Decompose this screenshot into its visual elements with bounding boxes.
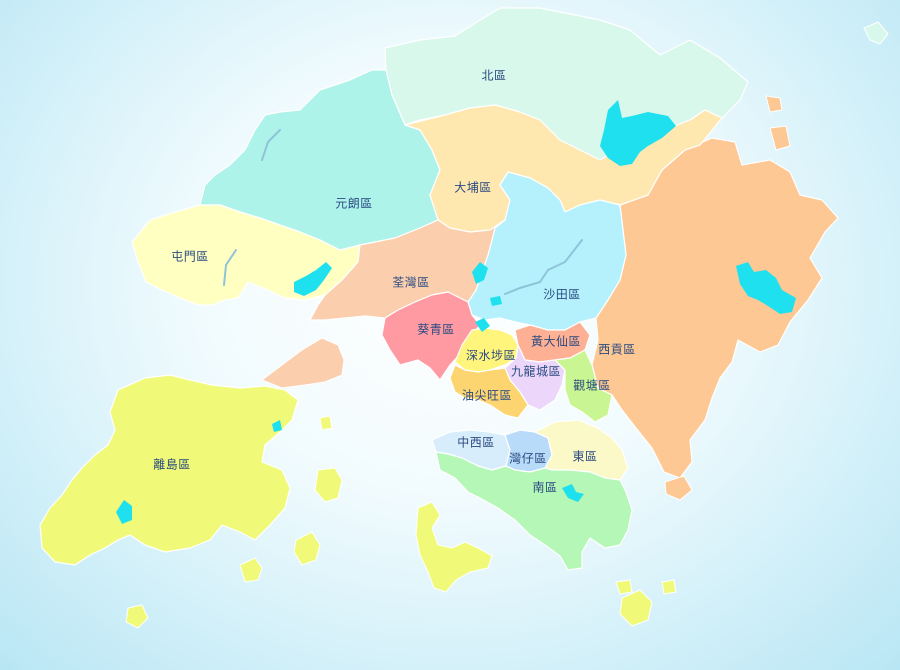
islet (863, 21, 889, 45)
islet (661, 579, 677, 595)
reservoir-shing-mun (472, 262, 488, 284)
district-yau-tsim-mong[interactable] (449, 364, 529, 419)
shing-mun-river (504, 239, 583, 295)
reservoir-tai-tam (562, 484, 584, 502)
reservoir-lantau-small (272, 420, 282, 432)
islet (615, 579, 633, 595)
islet (765, 95, 783, 113)
islet (619, 589, 653, 627)
reservoir-kowloon-pond (475, 318, 490, 332)
islet (314, 467, 343, 503)
islet (125, 604, 149, 629)
reservoir-tai-lam (294, 262, 332, 296)
district-islands[interactable] (39, 374, 299, 566)
islet (415, 501, 493, 593)
reservoir-high-island (736, 262, 796, 314)
islet (293, 531, 321, 566)
district-kwun-tong[interactable] (554, 349, 613, 423)
islet (769, 125, 791, 151)
reservoir-shek-pik (116, 500, 132, 524)
islet (260, 337, 345, 389)
islet (664, 475, 693, 501)
reservoir-plover-cove (600, 100, 676, 166)
river-tuen-mun (223, 249, 237, 286)
islet (239, 557, 263, 583)
river-yuen-long (261, 129, 281, 161)
water-small (490, 296, 502, 306)
district-southern[interactable] (435, 451, 633, 571)
islet (319, 415, 333, 431)
